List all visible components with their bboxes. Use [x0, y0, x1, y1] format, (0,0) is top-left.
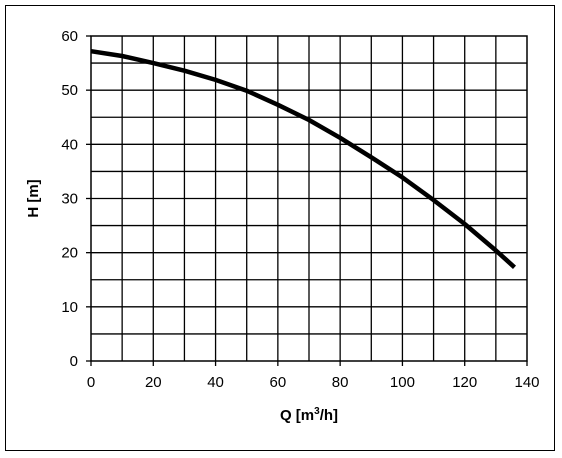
- x-tick-label: 0: [87, 374, 95, 391]
- x-tick-label: 80: [332, 374, 349, 391]
- y-tick-label: 20: [61, 245, 78, 262]
- x-tick-label: 120: [452, 374, 477, 391]
- y-axis-label: H [m]: [25, 179, 42, 217]
- x-axis-ticks: 0 20 40 60 80 100 120 140: [87, 361, 540, 391]
- y-tick-label: 30: [61, 191, 78, 208]
- x-axis-label-part: /h]: [320, 407, 338, 424]
- y-tick-label: 50: [61, 82, 78, 99]
- x-tick-label: 100: [390, 374, 415, 391]
- series-line: [90, 48, 517, 269]
- chart-frame: [5, 5, 555, 451]
- x-axis-label-part: Q [m: [280, 407, 314, 424]
- y-tick-label: 40: [61, 136, 78, 153]
- y-tick-label: 10: [61, 299, 78, 316]
- x-axis-label-superscript: 3: [314, 406, 320, 417]
- x-tick-label: 40: [207, 374, 224, 391]
- x-tick-label: 20: [145, 374, 162, 391]
- y-tick-label: 0: [70, 353, 78, 370]
- x-tick-label: 60: [270, 374, 287, 391]
- grid: [91, 36, 527, 361]
- x-axis-label: Q [m3/h]: [280, 406, 338, 424]
- series: [90, 48, 517, 269]
- x-tick-label: 140: [514, 374, 539, 391]
- y-axis-ticks: 0 10 20 30 40 50 60: [61, 28, 91, 370]
- y-tick-label: 60: [61, 28, 78, 45]
